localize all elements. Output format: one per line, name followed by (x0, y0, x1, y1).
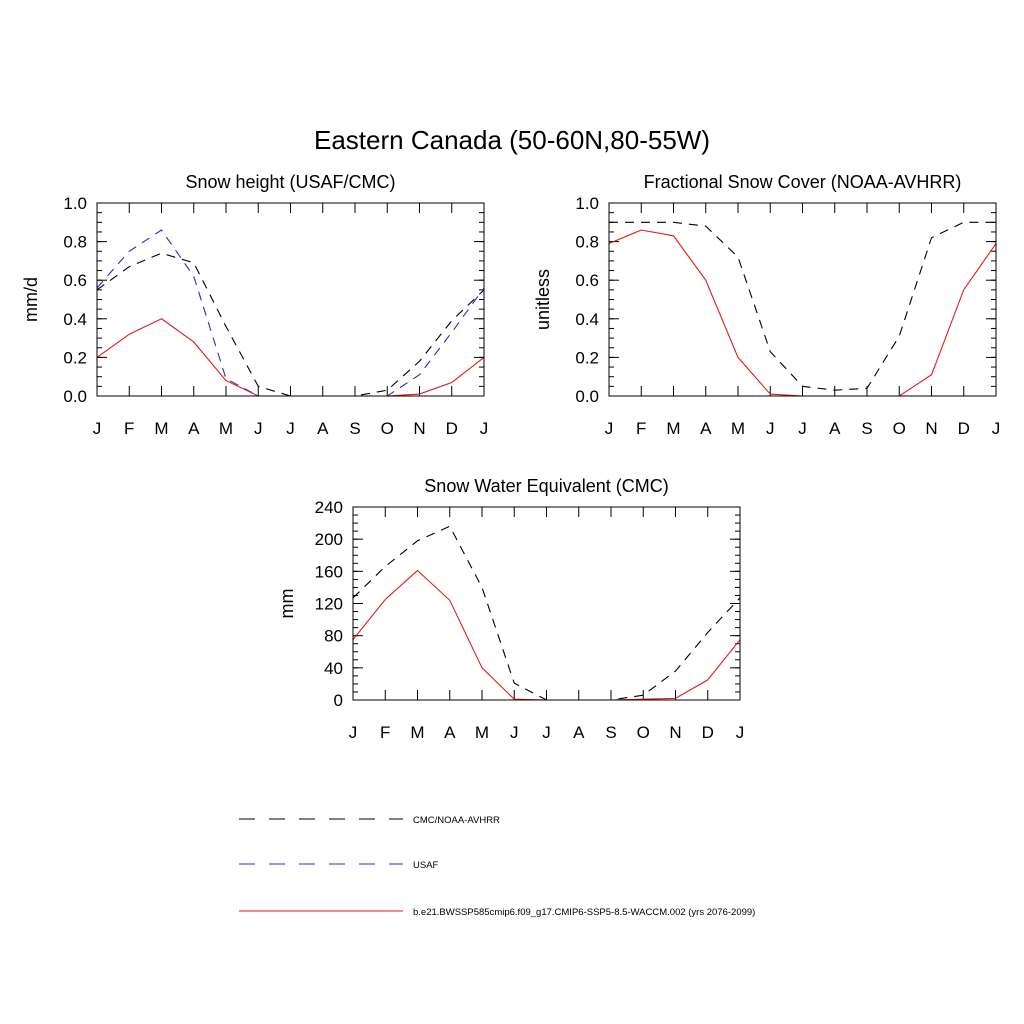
x-tick-label: N (413, 419, 425, 438)
series-line-model (96, 318, 485, 397)
plot-snow-height: Snow height (USAF/CMC) mm/d 0.0 0.2 0.4 0.6 0.… (21, 172, 488, 438)
x-tick-label: J (605, 419, 614, 438)
y-axis-label: mm (277, 589, 297, 619)
y-tick-label: 0.8 (575, 233, 599, 252)
x-tick-label: A (700, 419, 712, 438)
plot-title: Fractional Snow Cover (NOAA-AVHRR) (644, 172, 962, 192)
x-tick-label: O (381, 419, 394, 438)
plot-frame (96, 202, 485, 397)
y-tick-label: 80 (324, 627, 343, 646)
x-tick-label: F (380, 723, 390, 742)
x-tick-label: J (93, 419, 102, 438)
y-tick-label: 0.0 (63, 387, 87, 406)
x-tick-label: J (992, 419, 1001, 438)
legend-label: b.e21.BWSSP585cmip6.f09_g17.CMIP6-SSP5-8… (413, 907, 755, 918)
x-tick-label: D (446, 419, 458, 438)
series-line-model (352, 569, 741, 701)
x-tick-label: J (542, 723, 551, 742)
x-tick-label: A (573, 723, 585, 742)
y-tick-label: 120 (315, 595, 343, 614)
x-tick-label: M (410, 723, 424, 742)
legend-label: USAF (413, 860, 439, 871)
x-tick-label: M (219, 419, 233, 438)
y-tick-label: 0.4 (63, 310, 87, 329)
x-tick-label: M (154, 419, 168, 438)
y-tick-label: 200 (315, 530, 343, 549)
x-tick-label: J (766, 419, 775, 438)
x-tick-label: M (475, 723, 489, 742)
x-tick-label: S (349, 419, 360, 438)
series-line-obs (609, 221, 996, 391)
y-tick-label: 1.0 (63, 194, 87, 213)
plot-title: Snow height (USAF/CMC) (185, 172, 395, 192)
x-tick-label: O (637, 723, 650, 742)
plots: Snow height (USAF/CMC) mm/d 0.0 0.2 0.4 0.6 0.… (21, 172, 1000, 742)
y-tick-label: 40 (324, 659, 343, 678)
x-tick-label: J (349, 723, 358, 742)
x-tick-label: F (636, 419, 646, 438)
plot-frame (352, 506, 741, 701)
y-axis-label: mm/d (21, 277, 41, 322)
y-axis-label: unitless (533, 269, 553, 330)
y-tick-label: 1.0 (575, 194, 599, 213)
x-tick-label: F (124, 419, 134, 438)
x-tick-label: A (188, 419, 200, 438)
series-line-obs (96, 252, 485, 397)
series-line-obs (352, 525, 741, 701)
legend: CMC/NOAA-AVHRR USAF b.e21.BWSSP585cmip6.f0… (239, 815, 755, 918)
x-tick-label: J (254, 419, 263, 438)
x-tick-label: D (702, 723, 714, 742)
y-tick-label: 0.2 (63, 348, 87, 367)
x-tick-label: S (861, 419, 872, 438)
y-tick-label: 0.4 (575, 310, 599, 329)
series-line-usaf (96, 229, 485, 397)
plot-title: Snow Water Equivalent (CMC) (424, 476, 668, 496)
y-tick-label: 160 (315, 562, 343, 581)
plot-frame (608, 202, 997, 397)
y-tick-label: 240 (315, 498, 343, 517)
x-tick-label: J (286, 419, 295, 438)
y-tick-label: 0 (334, 691, 343, 710)
figure-title: Eastern Canada (50-60N,80-55W) (314, 125, 710, 155)
x-tick-label: J (510, 723, 519, 742)
x-tick-label: A (444, 723, 456, 742)
x-tick-label: S (605, 723, 616, 742)
x-tick-label: M (666, 419, 680, 438)
y-tick-label: 0.8 (63, 233, 87, 252)
plot-snow-water-equivalent: Snow Water Equivalent (CMC) mm 0 40 80 120 160… (277, 476, 744, 742)
y-tick-label: 0.0 (575, 387, 599, 406)
x-tick-label: N (669, 723, 681, 742)
y-tick-label: 0.6 (575, 271, 599, 290)
x-tick-label: D (958, 419, 970, 438)
x-tick-label: A (829, 419, 841, 438)
x-tick-label: J (480, 419, 489, 438)
x-tick-label: N (925, 419, 937, 438)
x-tick-label: J (798, 419, 807, 438)
x-tick-label: A (317, 419, 329, 438)
plot-fractional-snow-cover: Fractional Snow Cover (NOAA-AVHRR) unitle… (533, 172, 1000, 438)
series-line-model (608, 229, 997, 397)
x-tick-label: O (893, 419, 906, 438)
x-tick-label: M (731, 419, 745, 438)
y-tick-label: 0.2 (575, 348, 599, 367)
x-tick-label: J (736, 723, 745, 742)
legend-label: CMC/NOAA-AVHRR (413, 815, 500, 826)
y-tick-label: 0.6 (63, 271, 87, 290)
